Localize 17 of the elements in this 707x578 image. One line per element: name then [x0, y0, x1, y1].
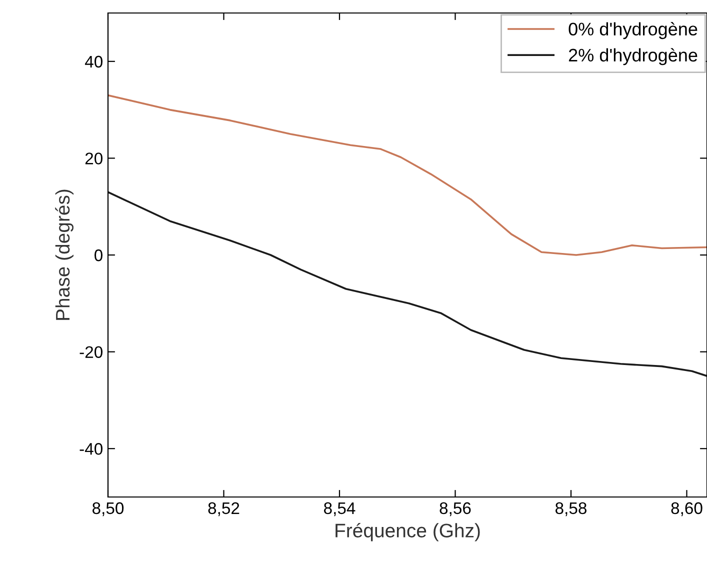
x-tick-label: 8,54 [324, 502, 356, 516]
y-tick-label: 0 [94, 249, 102, 262]
x-tick-label: 8,52 [208, 502, 240, 516]
y-tick-label: 40 [84, 56, 102, 68]
x-tick-label: 8,58 [556, 502, 586, 516]
legend-label: 0% d'hydrogène [568, 22, 698, 40]
line-series [108, 191, 707, 377]
line-series [108, 94, 707, 256]
x-tick-label: 8,60 [671, 502, 702, 516]
legend-label: 2% d'hydrogène [568, 48, 698, 66]
x-axis-title: Fréquence (Ghz) [336, 522, 480, 542]
y-tick-label: -20 [80, 346, 102, 358]
y-axis-title: Phase (degrés) [55, 190, 74, 320]
y-tick-label: -40 [80, 443, 102, 455]
x-tick-label: 8,56 [440, 502, 471, 516]
y-tick-label: 20 [85, 152, 102, 164]
x-tick-label: 8,50 [92, 502, 124, 516]
